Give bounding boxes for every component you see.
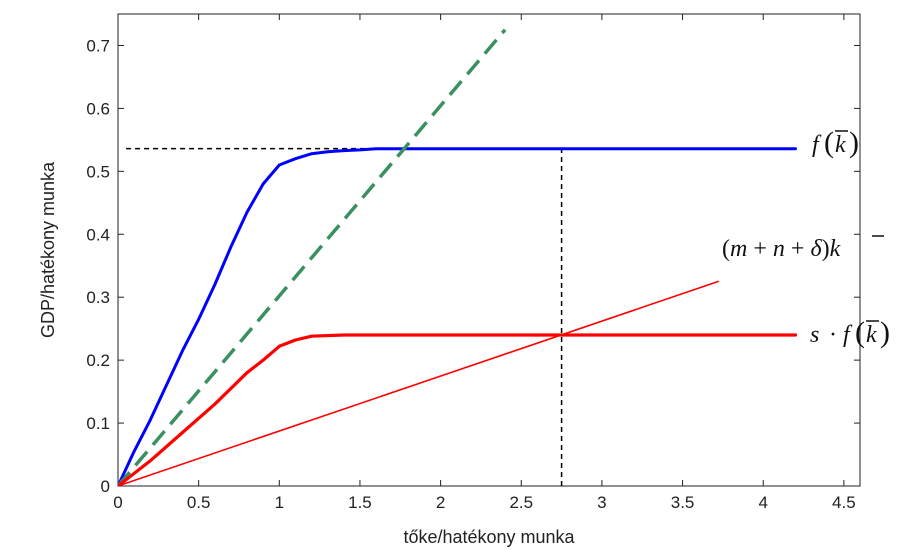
svg-text:k: k [866,322,877,348]
axis-ticks: 0 0.5 1 1.5 2 2.5 3 3.5 4 4.5 0 0.1 0.2 0.3 0.4 0.5 0.6 0… [86,14,860,512]
y-tick-label: 0.5 [86,162,110,181]
y-tick-label: 0.6 [86,99,110,118]
x-tick-label: 3.5 [671,493,695,512]
series-line-4 [118,280,719,486]
y-tick-label: 0.1 [86,414,110,433]
svg-text:): ) [849,126,859,159]
svg-text:f: f [812,132,822,158]
annotation-s-f-kbar: s · f ( k ) [810,316,890,349]
x-tick-label: 1.5 [348,493,372,512]
svg-text:): ) [880,316,890,349]
x-tick-label: 1 [275,493,284,512]
x-tick-label: 0 [113,493,122,512]
svg-text:s: s [810,322,819,348]
series-line-3 [118,333,798,486]
x-tick-label: 3 [597,493,606,512]
x-tick-label: 2 [436,493,445,512]
annotation-f-kbar: f ( k ) [812,126,859,159]
series-line-2 [118,28,507,486]
svg-text:(m + n + δ)k: (m + n + δ)k [722,236,841,262]
reference-lines [126,147,563,486]
y-tick-label: 0 [101,477,110,496]
x-tick-label: 2.5 [509,493,533,512]
x-tick-label: 4.5 [832,493,856,512]
svg-text:f: f [843,322,853,348]
x-axis-label: tőke/hatékony munka [403,527,575,547]
svg-text:·: · [829,322,837,348]
x-tick-label: 0.5 [187,493,211,512]
svg-text:k: k [835,132,846,158]
annotation-breakeven-line: (m + n + δ)k [722,235,884,262]
series-group [118,28,798,486]
series-line-1 [118,147,797,486]
y-tick-label: 0.2 [86,351,110,370]
svg-text:(: ( [824,126,834,159]
y-tick-label: 0.7 [86,36,110,55]
svg-text:(: ( [855,316,865,349]
plot-frame [117,13,861,487]
y-tick-label: 0.3 [86,288,110,307]
x-tick-label: 4 [758,493,767,512]
y-tick-label: 0.4 [86,225,110,244]
y-axis-label: GDP/hatékony munka [38,161,58,338]
